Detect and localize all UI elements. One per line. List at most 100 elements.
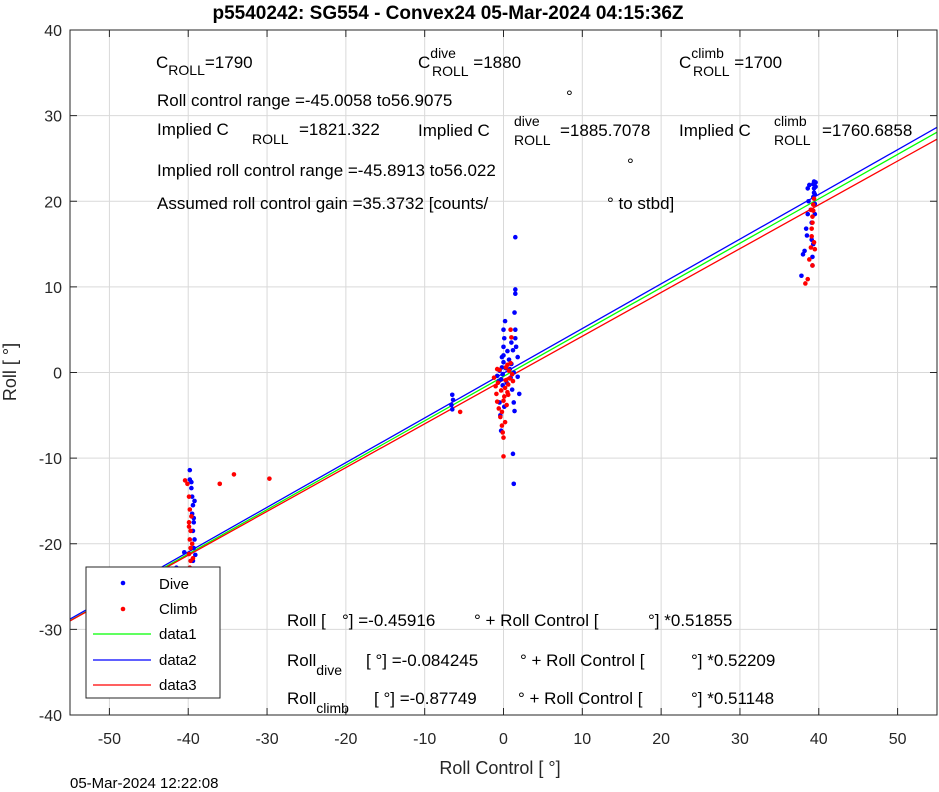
climb-point <box>503 377 509 383</box>
y-tick-label: 10 <box>44 280 62 297</box>
climb-point <box>501 454 506 459</box>
climb-point <box>186 524 192 529</box>
annotations: CROLL=1790 Cdive ROLL =1880 Cclimb ROLL =1… <box>156 45 912 716</box>
climb-point <box>808 207 814 213</box>
climb-point <box>185 481 190 487</box>
y-tick-label: -40 <box>39 708 62 725</box>
dive-point <box>513 291 518 297</box>
climb-point <box>809 234 814 239</box>
dive-point <box>190 502 196 508</box>
climb-point <box>267 476 272 481</box>
dive-point <box>516 391 522 397</box>
fit-dive-equation: Rolldive[ °] =-0.084245 ° + Roll Control … <box>287 651 775 678</box>
climb-point <box>505 362 510 368</box>
climb-point <box>186 520 192 525</box>
climb-point <box>186 551 192 557</box>
climb-point <box>187 537 193 542</box>
dive-point <box>500 371 506 377</box>
timestamp: 05-Mar-2024 12:22:08 <box>70 775 218 792</box>
climb-point <box>508 327 513 332</box>
assumed-gain-unit: ° to stbd] <box>607 194 674 213</box>
climb-point <box>502 419 508 425</box>
y-tick-label: -20 <box>39 537 62 554</box>
y-tick-label: 0 <box>53 366 62 383</box>
climb-point <box>810 220 815 225</box>
dive-point <box>512 310 517 315</box>
climb-point <box>805 276 811 282</box>
climb-point <box>501 435 506 440</box>
x-tick-label: -10 <box>413 731 436 748</box>
dive-point <box>449 402 454 408</box>
range-degree-symbol: ° <box>566 87 573 106</box>
dive-point <box>800 252 806 257</box>
climb-point <box>811 240 817 245</box>
legend-data3-label: data3 <box>159 677 197 694</box>
dive-point <box>807 182 812 188</box>
dive-point <box>506 357 512 362</box>
fit-line-data1 <box>69 131 938 622</box>
climb-point <box>810 202 816 207</box>
fit-climb-equation: Rollclimb[ °] =-0.87749 ° + Roll Control … <box>287 689 774 716</box>
dive-point <box>509 340 514 345</box>
climb-point <box>189 541 195 547</box>
dive-point <box>515 374 520 380</box>
dive-point <box>813 180 818 185</box>
climb-point <box>509 371 515 377</box>
climb-point <box>499 409 505 415</box>
climb-point <box>494 399 500 404</box>
dive-point <box>502 318 508 324</box>
dive-point <box>515 354 520 360</box>
y-tick-label: -30 <box>39 622 62 639</box>
climb-point <box>188 545 193 551</box>
dive-point <box>501 359 506 365</box>
x-tick-label: 10 <box>573 731 591 748</box>
climb-point <box>498 388 504 393</box>
roll-control-range: Roll control range =-45.0058 to56.9075 <box>157 91 452 110</box>
climb-point <box>506 368 512 374</box>
climb-point <box>494 366 500 372</box>
dive-point <box>187 467 193 473</box>
dive-point <box>509 387 515 392</box>
climb-point <box>182 478 188 483</box>
dive-point <box>189 485 194 491</box>
legend-data2-label: data2 <box>159 652 197 669</box>
climb-point <box>189 514 194 519</box>
legend-data1-label: data1 <box>159 626 197 643</box>
dive-point <box>511 400 517 405</box>
climb-point <box>504 402 509 408</box>
y-tick-label: -10 <box>39 451 62 468</box>
dive-point <box>191 520 197 525</box>
climb-point <box>810 263 815 268</box>
dive-point <box>802 248 807 254</box>
dive-point <box>513 234 518 240</box>
dive-point <box>450 397 456 403</box>
dive-point <box>192 537 197 542</box>
x-tick-label: 30 <box>731 731 749 748</box>
y-axis-label: Roll [ °] <box>0 343 20 401</box>
dive-point <box>510 451 516 457</box>
climb-point <box>494 391 499 397</box>
dive-point <box>812 192 818 197</box>
climb-point <box>491 375 497 380</box>
dive-point <box>505 348 510 354</box>
dive-point <box>181 550 187 555</box>
dive-point <box>806 198 811 204</box>
dive-point <box>193 552 198 558</box>
climb-point <box>509 335 514 340</box>
dive-point <box>513 344 519 350</box>
series-layer <box>69 126 938 622</box>
climb-point <box>510 378 516 384</box>
climb-point <box>500 430 506 435</box>
climb-point <box>498 414 503 420</box>
dive-point <box>805 211 811 217</box>
x-tick-label: -50 <box>98 731 121 748</box>
dive-point <box>805 186 811 191</box>
implied-range-degree-symbol: ° <box>627 155 634 174</box>
dive-point <box>189 494 195 499</box>
dive-point <box>449 392 455 398</box>
climb-point <box>457 409 463 415</box>
x-axis-label: Roll Control [ °] <box>439 758 560 778</box>
